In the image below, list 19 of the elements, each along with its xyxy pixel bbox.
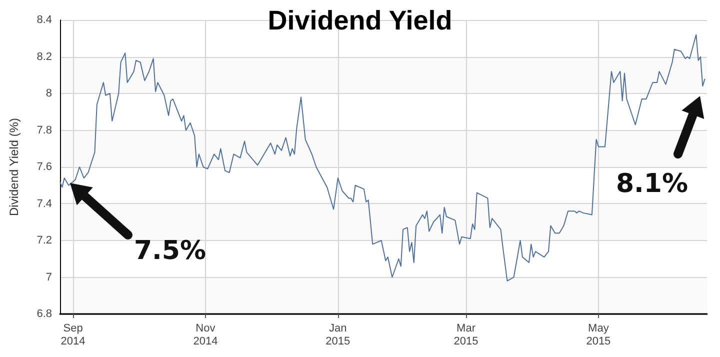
y-tick-label: 7.8: [36, 124, 52, 136]
y-tick-label: 7.6: [36, 161, 52, 173]
annotation: 8.1%: [616, 169, 688, 199]
y-tick-label: 7.4: [36, 198, 52, 210]
y-axis-title: Dividend Yield (%): [7, 118, 21, 216]
y-tick-label: 7: [46, 271, 52, 284]
chart-title: Dividend Yield: [268, 6, 452, 36]
x-tick-label: Nov 2014: [193, 322, 218, 348]
y-tick-label: 6.8: [36, 308, 52, 320]
line-series: [60, 34, 706, 282]
x-tick-label: Sep 2014: [60, 322, 86, 348]
y-tick-label: 8.4: [36, 14, 52, 26]
y-tick-label: 8: [46, 88, 52, 100]
y-tick-label: 8.2: [36, 50, 52, 63]
annotation: 7.5%: [134, 236, 206, 266]
x-tick-label: Mar 2015: [454, 322, 478, 348]
x-tick-label: May 2015: [586, 322, 611, 348]
x-tick-label: Jan 2015: [326, 322, 350, 348]
y-tick-label: 7.2: [36, 234, 52, 246]
